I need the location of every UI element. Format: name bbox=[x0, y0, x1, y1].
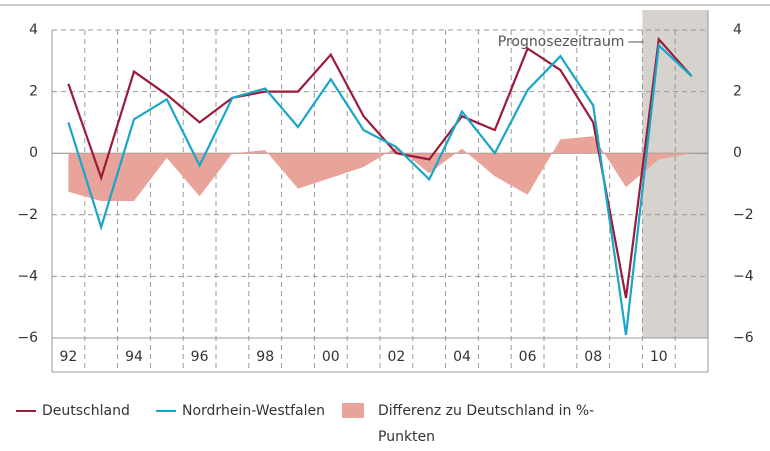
x-tick-label: 10 bbox=[650, 349, 668, 365]
line bbox=[67, 43, 693, 336]
x-tick-label: 02 bbox=[387, 349, 405, 365]
legend-label: Nordrhein-Westfalen bbox=[182, 403, 325, 419]
annotation: Prognosezeitraum bbox=[498, 34, 625, 50]
x-tick-label: 96 bbox=[191, 349, 209, 365]
y2-tick-label: 4 bbox=[733, 22, 742, 38]
y-tick-label: 0 bbox=[29, 145, 38, 161]
y-tick-label: 4 bbox=[29, 22, 38, 38]
y-tick-label: −4 bbox=[17, 268, 38, 284]
x-tick-label: 06 bbox=[519, 349, 537, 365]
legend-label: Differenz zu Deutschland in %-Punkten bbox=[378, 403, 595, 445]
y2-tick-label: 2 bbox=[733, 84, 742, 100]
legend-swatch bbox=[156, 410, 176, 412]
x-tick-label: 98 bbox=[256, 349, 274, 365]
x-tick-label: 92 bbox=[59, 349, 77, 365]
x-tick-label: 04 bbox=[453, 349, 471, 365]
y2-tick-label: −6 bbox=[733, 330, 754, 346]
x-tick-label: 00 bbox=[322, 349, 340, 365]
y2-tick-label: −4 bbox=[733, 268, 754, 284]
area bbox=[68, 136, 692, 201]
y2-tick-label: −2 bbox=[733, 207, 754, 223]
x-tick-label: 08 bbox=[584, 349, 602, 365]
line bbox=[67, 36, 693, 299]
legend-swatch bbox=[342, 403, 364, 418]
legend-swatch bbox=[16, 410, 36, 412]
y-tick-label: −6 bbox=[17, 330, 38, 346]
y-tick-label: 2 bbox=[29, 84, 38, 100]
y2-tick-label: 0 bbox=[733, 145, 742, 161]
legend-label: Deutschland bbox=[42, 403, 130, 419]
x-tick-label: 94 bbox=[125, 349, 143, 365]
y-tick-label: −2 bbox=[17, 207, 38, 223]
